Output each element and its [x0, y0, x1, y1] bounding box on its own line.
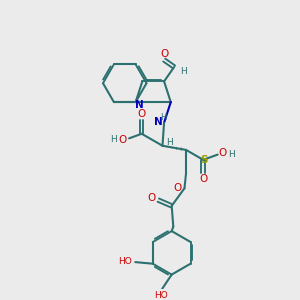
Text: H: H	[110, 136, 116, 145]
Text: H: H	[228, 150, 235, 159]
Text: H: H	[160, 113, 167, 122]
Text: S: S	[200, 155, 208, 165]
Text: H: H	[180, 67, 187, 76]
Text: O: O	[173, 183, 181, 193]
Text: HO: HO	[154, 291, 168, 300]
Text: N: N	[154, 117, 163, 127]
Text: N: N	[135, 100, 144, 110]
Text: H: H	[166, 138, 173, 147]
Text: HO: HO	[118, 257, 131, 266]
Text: O: O	[218, 148, 226, 158]
Text: O: O	[200, 174, 208, 184]
Text: O: O	[138, 109, 146, 119]
Text: O: O	[147, 193, 155, 202]
Text: O: O	[118, 135, 127, 145]
Text: O: O	[161, 49, 169, 59]
